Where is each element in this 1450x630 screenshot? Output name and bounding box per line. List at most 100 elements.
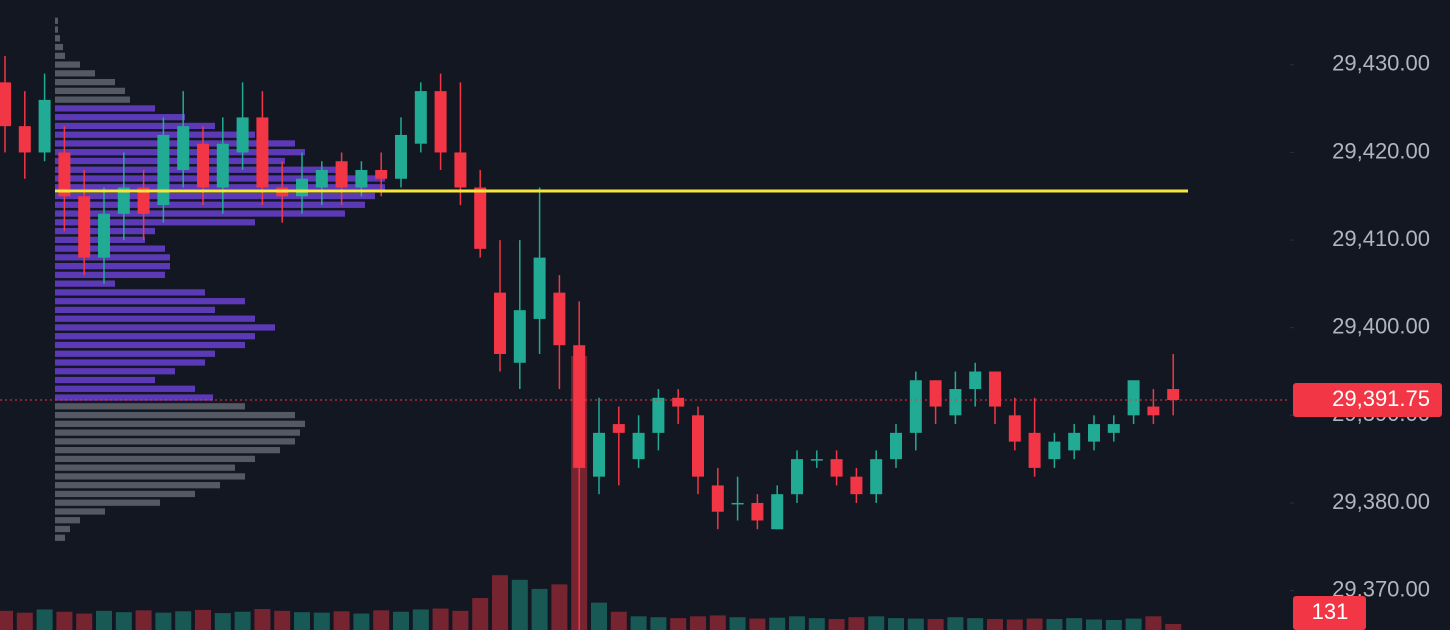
volume-bar bbox=[333, 611, 350, 630]
candle-body bbox=[395, 134, 407, 179]
profile-bar bbox=[55, 420, 305, 427]
candle-body bbox=[375, 169, 388, 179]
profile-bar bbox=[55, 315, 255, 322]
volume-bar bbox=[868, 616, 885, 630]
profile-bar bbox=[55, 525, 70, 533]
profile-bar bbox=[55, 140, 295, 147]
volume-bar bbox=[690, 616, 706, 630]
volume-bar bbox=[808, 618, 825, 630]
profile-bar bbox=[55, 105, 155, 112]
profile-bar bbox=[55, 499, 160, 506]
profile-bar bbox=[55, 464, 235, 471]
volume-bar bbox=[927, 619, 944, 630]
volume-bar bbox=[511, 579, 528, 630]
profile-bar bbox=[55, 376, 155, 384]
candle-body bbox=[1068, 432, 1081, 451]
volume-bar bbox=[1165, 624, 1182, 630]
candle-body bbox=[0, 82, 11, 127]
volume-bar bbox=[888, 618, 904, 630]
candle-body bbox=[1127, 380, 1140, 416]
profile-bar bbox=[55, 114, 185, 121]
candle-body bbox=[78, 196, 91, 258]
volume-bar bbox=[848, 617, 865, 630]
volume-bar bbox=[214, 613, 231, 630]
candle-body bbox=[949, 389, 962, 416]
profile-bar bbox=[55, 350, 215, 357]
candle-body bbox=[791, 459, 803, 495]
profile-bar bbox=[55, 262, 170, 270]
volume-bar bbox=[987, 619, 1003, 630]
profile-bar bbox=[55, 78, 115, 86]
profile-bar bbox=[55, 385, 195, 392]
volume-bar bbox=[96, 610, 112, 630]
candle-body bbox=[672, 397, 685, 407]
y-tick-label: 29,430.00 bbox=[1332, 51, 1430, 76]
candle-body bbox=[434, 91, 447, 153]
candle-body bbox=[197, 143, 209, 188]
candle-body bbox=[1028, 432, 1041, 468]
candle-body bbox=[216, 143, 229, 188]
volume-bar bbox=[1006, 619, 1023, 630]
profile-bar bbox=[55, 324, 275, 331]
volume-bar bbox=[432, 608, 449, 630]
candle-body bbox=[830, 459, 843, 477]
candle-body bbox=[177, 126, 190, 170]
profile-bar bbox=[55, 192, 375, 200]
volume-bar bbox=[274, 610, 291, 630]
candle-body bbox=[414, 91, 427, 144]
profile-bar bbox=[55, 254, 170, 261]
candle-body bbox=[989, 371, 1001, 407]
volume-bar bbox=[1145, 616, 1162, 630]
volume-bar bbox=[630, 616, 647, 630]
volume-bar bbox=[234, 611, 251, 630]
profile-bar bbox=[55, 122, 215, 130]
profile-bar bbox=[55, 271, 165, 279]
volume-bar bbox=[828, 619, 845, 630]
profile-bar bbox=[55, 210, 345, 217]
candle-body bbox=[236, 117, 249, 153]
profile-bar bbox=[55, 43, 63, 51]
candle-body bbox=[850, 476, 863, 495]
volume-bar bbox=[135, 610, 152, 630]
profile-bar bbox=[55, 359, 205, 366]
volume-label: 131 bbox=[1312, 599, 1349, 624]
last-price-label: 29,391.75 bbox=[1332, 386, 1430, 411]
candle-body bbox=[692, 415, 704, 477]
candle-body bbox=[296, 178, 308, 197]
candle-body bbox=[1048, 441, 1061, 460]
profile-bar bbox=[55, 482, 220, 489]
candle-body bbox=[58, 152, 71, 197]
volume-bar bbox=[16, 612, 33, 630]
candle-body bbox=[494, 292, 506, 354]
candle-body bbox=[137, 187, 150, 214]
profile-bar bbox=[55, 289, 205, 296]
volume-bar bbox=[175, 611, 192, 630]
candle-body bbox=[18, 126, 31, 153]
volume-bar bbox=[76, 613, 93, 630]
candle-body bbox=[612, 424, 625, 433]
profile-bar bbox=[55, 157, 285, 165]
candle-body bbox=[751, 502, 764, 521]
candle-body bbox=[929, 380, 942, 407]
volume-bar bbox=[472, 598, 489, 630]
volume-bar bbox=[313, 612, 330, 630]
volume-bar bbox=[115, 612, 132, 630]
volume-bar bbox=[789, 616, 805, 630]
volume-bar bbox=[393, 611, 409, 630]
volume-bar bbox=[610, 611, 627, 630]
profile-bar bbox=[55, 298, 245, 305]
volume-bar bbox=[1086, 619, 1102, 630]
volume-bar bbox=[591, 602, 607, 630]
volume-bar bbox=[1066, 618, 1083, 630]
volume-bar bbox=[531, 588, 548, 630]
candle-body bbox=[335, 161, 348, 188]
candle-body bbox=[632, 432, 645, 460]
candle-body bbox=[1088, 424, 1100, 442]
candle-body bbox=[810, 459, 823, 461]
profile-bar bbox=[55, 403, 245, 410]
candle-body bbox=[731, 502, 744, 505]
volume-bar bbox=[967, 618, 984, 630]
profile-bar bbox=[55, 455, 255, 463]
candle-body bbox=[513, 310, 526, 363]
profile-bar bbox=[55, 438, 295, 445]
